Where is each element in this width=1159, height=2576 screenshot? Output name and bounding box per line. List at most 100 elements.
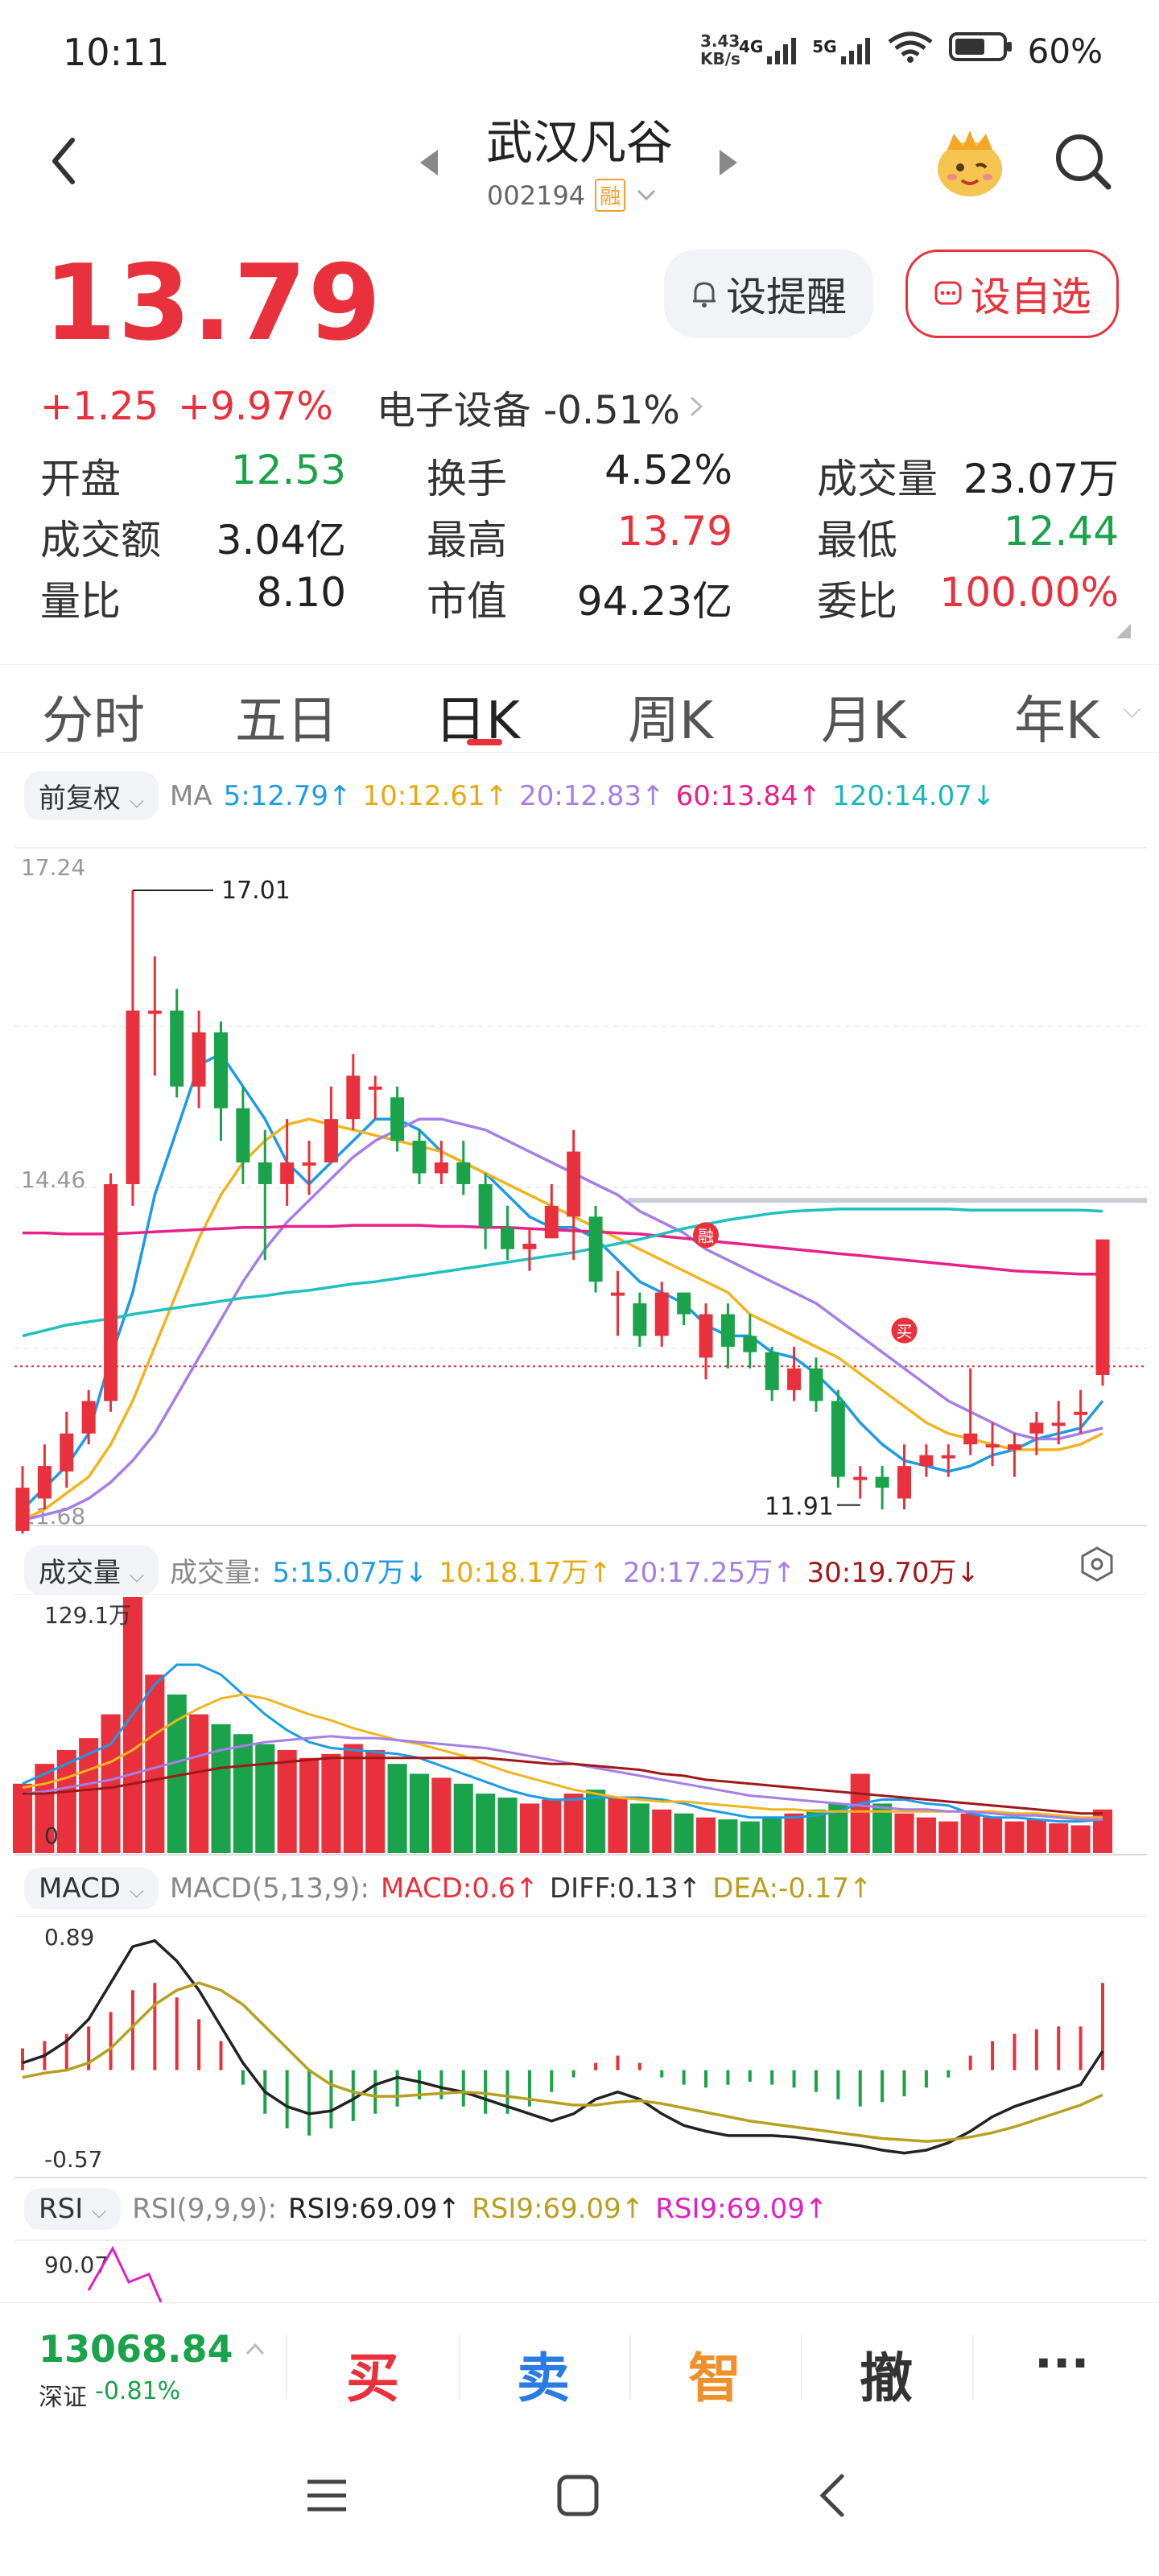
tab-3[interactable]: 周K xyxy=(628,691,713,751)
expand-corner-icon[interactable] xyxy=(1115,622,1132,640)
volume-bar xyxy=(762,1817,782,1853)
index-change: -0.81% xyxy=(95,2377,181,2405)
macd-chart[interactable]: 0.89 -0.57 xyxy=(0,1916,1159,2182)
candle-body xyxy=(478,1183,493,1228)
back-button[interactable] xyxy=(40,129,89,193)
next-stock-button[interactable] xyxy=(716,147,740,182)
buy-tag: 买 xyxy=(891,1317,918,1344)
volume-bar xyxy=(387,1764,407,1853)
settings-hexagon-icon[interactable] xyxy=(1079,1546,1116,1583)
volume-bar xyxy=(321,1753,341,1853)
signal-4g-icon: 4G xyxy=(739,37,798,64)
nav-back-icon[interactable] xyxy=(813,2471,853,2520)
ma10-value: 10:12.61↑ xyxy=(362,779,509,812)
battery-icon xyxy=(948,31,1013,71)
candle-body xyxy=(809,1368,823,1402)
rsi-chip-label: RSI xyxy=(39,2193,84,2225)
bottom-trade-bar: 13068.84 深证 -0.81% 买 卖 智 撤 ··· xyxy=(0,2302,1159,2431)
smart-button[interactable]: 智 xyxy=(688,2347,741,2409)
volume-ma-line-ma10 xyxy=(22,1693,1103,1819)
chat-dots-icon xyxy=(934,281,961,305)
menu-icon[interactable] xyxy=(304,2475,349,2516)
candle-body xyxy=(37,1466,52,1499)
candle-body xyxy=(81,1401,96,1434)
candle-body xyxy=(1074,1411,1088,1415)
buy-button[interactable]: 买 xyxy=(346,2347,399,2409)
sell-button[interactable]: 卖 xyxy=(517,2347,570,2409)
volume-legend: 成交量 ⌵ 成交量: 5:15.07万↓ 10:18.17万↑ 20:17.25… xyxy=(24,1546,980,1595)
volume-chart[interactable]: 129.1万 0 xyxy=(0,1594,1159,1860)
ma5-value: 5:12.79↑ xyxy=(223,779,352,812)
tab-1[interactable]: 五日 xyxy=(235,691,338,751)
add-watchlist-button[interactable]: 设自选 xyxy=(905,250,1119,338)
candle-body xyxy=(236,1108,250,1163)
more-button[interactable]: ··· xyxy=(1034,2335,1090,2392)
volume-bar xyxy=(299,1757,320,1853)
stat-label: 最低 xyxy=(817,517,897,564)
ma-line-ma10 xyxy=(22,1117,1103,1522)
cancel-order-button[interactable]: 撤 xyxy=(860,2347,913,2409)
stat-value: 12.53 xyxy=(230,447,346,493)
index-value: 13068.84 xyxy=(39,2327,233,2371)
tabs-more-chevron-icon[interactable]: ⌵ xyxy=(1123,696,1141,724)
vol-ma20: 20:17.25万↑ xyxy=(622,1557,796,1589)
stat-value: 23.07万 xyxy=(963,456,1119,502)
candle-body xyxy=(1095,1239,1110,1375)
candle-body xyxy=(1051,1422,1066,1426)
adjust-select[interactable]: 前复权 ⌵ xyxy=(24,771,159,820)
home-icon[interactable] xyxy=(555,2473,600,2518)
candle-body xyxy=(104,1183,118,1402)
volume-bar xyxy=(1004,1821,1025,1853)
volume-label: 成交量: xyxy=(170,1557,262,1589)
stock-code: 002194 xyxy=(487,180,586,211)
tab-4[interactable]: 月K xyxy=(821,691,906,751)
active-tab-underline xyxy=(467,739,502,745)
volume-bar xyxy=(674,1813,694,1853)
volume-bar xyxy=(740,1821,760,1853)
ma-line-ma60 xyxy=(23,1224,1103,1276)
candle-body xyxy=(501,1227,515,1249)
dea-line xyxy=(22,1981,1103,2143)
candle-body xyxy=(280,1162,295,1184)
volume-bar xyxy=(343,1744,363,1853)
macd-params: MACD(5,13,9): xyxy=(169,1872,369,1905)
volume-bar xyxy=(586,1790,606,1853)
rsi1-value: RSI9:69.09↑ xyxy=(287,2193,461,2225)
volume-select[interactable]: 成交量 ⌵ xyxy=(24,1546,159,1595)
rsi-chart[interactable]: 90.07 xyxy=(0,2234,1159,2302)
index-quote[interactable]: 13068.84 深证 -0.81% xyxy=(39,2327,266,2413)
candle-body xyxy=(963,1433,978,1445)
triangle-left-icon xyxy=(420,150,438,175)
stock-header: 武汉凡谷 002194 融 xyxy=(0,105,1159,233)
macd-chip-label: MACD xyxy=(39,1872,121,1905)
macd-y-bottom-label: -0.57 xyxy=(44,2146,102,2173)
prev-stock-button[interactable] xyxy=(417,147,441,182)
candle-body xyxy=(765,1352,779,1390)
sector-link[interactable]: 电子设备 -0.51% xyxy=(377,378,704,435)
stock-code-row[interactable]: 002194 融 xyxy=(487,179,658,212)
volume-bar xyxy=(784,1813,804,1853)
stat-value: 3.04亿 xyxy=(216,517,346,564)
ma60-value: 60:13.84↑ xyxy=(675,779,822,812)
divider xyxy=(801,2335,802,2400)
search-button[interactable] xyxy=(1050,129,1115,196)
candle-body xyxy=(390,1097,405,1141)
candle-body xyxy=(588,1216,603,1282)
candle-body xyxy=(412,1141,427,1174)
chevron-up-icon xyxy=(245,2343,264,2355)
network-speed: 3.43 KB/s xyxy=(700,32,740,68)
divider xyxy=(459,2335,460,2400)
macd-select[interactable]: MACD ⌵ xyxy=(24,1868,159,1909)
volume-bar xyxy=(960,1813,980,1853)
set-alert-button[interactable]: 设提醒 xyxy=(664,250,873,338)
net-4g-label: 4G xyxy=(738,37,764,56)
rsi-select[interactable]: RSI ⌵ xyxy=(24,2188,122,2230)
tab-5[interactable]: 年K xyxy=(1014,691,1099,751)
mascot-icon[interactable] xyxy=(930,122,1010,203)
volume-bar xyxy=(277,1749,297,1853)
volume-bar xyxy=(431,1777,452,1853)
quote-stats: 开盘 12.53 换手 4.52% 成交量 23.07万 成交额 3.04亿 最高 13.79 最低… xyxy=(40,447,1119,630)
tab-0[interactable]: 分时 xyxy=(42,691,145,751)
ma-label: MA xyxy=(170,779,212,812)
